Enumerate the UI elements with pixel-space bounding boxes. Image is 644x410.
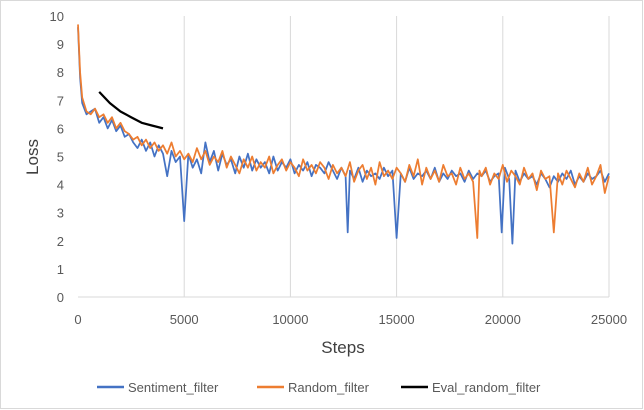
legend-label: Eval_random_filter bbox=[432, 380, 541, 395]
y-tick-label: 6 bbox=[57, 121, 64, 136]
y-tick-label: 4 bbox=[57, 178, 64, 193]
series-line-eval-random-filter bbox=[98, 91, 164, 130]
y-tick-label: 0 bbox=[57, 290, 64, 305]
x-axis-title: Steps bbox=[321, 338, 364, 357]
x-tick-label: 5000 bbox=[170, 312, 199, 327]
y-axis-ticks: 0 1 2 3 4 5 6 7 8 9 10 bbox=[50, 9, 64, 305]
series-line-random-filter bbox=[77, 24, 610, 239]
legend-label: Random_filter bbox=[288, 380, 370, 395]
y-tick-label: 8 bbox=[57, 65, 64, 80]
x-tick-label: 10000 bbox=[272, 312, 308, 327]
y-tick-label: 9 bbox=[57, 37, 64, 52]
legend-label: Sentiment_filter bbox=[128, 380, 219, 395]
y-tick-label: 7 bbox=[57, 93, 64, 108]
series-layer bbox=[77, 24, 610, 245]
y-axis-title: Loss bbox=[23, 139, 42, 175]
x-axis-ticks: 0 5000 10000 15000 20000 25000 bbox=[74, 312, 627, 327]
y-tick-label: 3 bbox=[57, 206, 64, 221]
x-tick-label: 25000 bbox=[591, 312, 627, 327]
y-tick-label: 10 bbox=[50, 9, 64, 24]
y-tick-label: 1 bbox=[57, 262, 64, 277]
legend: Sentiment_filter Random_filter Eval_random… bbox=[97, 380, 541, 395]
x-tick-label: 15000 bbox=[379, 312, 415, 327]
y-tick-label: 5 bbox=[57, 150, 64, 165]
gridlines bbox=[78, 16, 610, 298]
y-tick-label: 2 bbox=[57, 234, 64, 249]
x-tick-label: 20000 bbox=[485, 312, 521, 327]
x-tick-label: 0 bbox=[74, 312, 81, 327]
series-line-sentiment-filter bbox=[77, 27, 610, 245]
